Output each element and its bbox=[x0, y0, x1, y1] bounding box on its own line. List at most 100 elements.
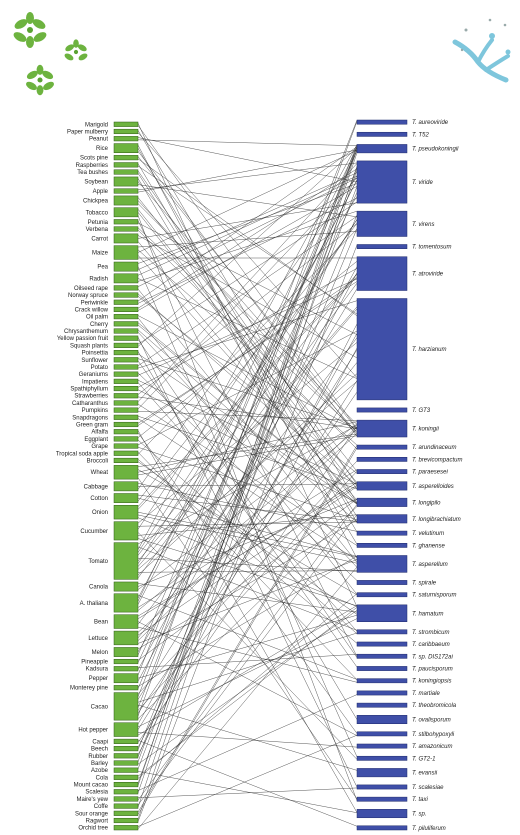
connection-line bbox=[137, 216, 358, 367]
fungus-bar bbox=[356, 592, 408, 598]
connection-line bbox=[137, 315, 358, 430]
fungus-bar bbox=[356, 131, 408, 137]
fungus-bar bbox=[356, 653, 408, 659]
fungus-bar bbox=[356, 514, 408, 524]
fungus-label: T. velutinum bbox=[412, 531, 444, 537]
plant-bar bbox=[113, 436, 139, 442]
plant-label: Cabbage bbox=[84, 484, 109, 490]
plant-label: Cacao bbox=[91, 704, 109, 710]
plant-label: Tropical soda apple bbox=[56, 451, 109, 457]
plant-bar bbox=[113, 493, 139, 503]
connection-line bbox=[137, 632, 358, 703]
plant-label: Bean bbox=[94, 620, 108, 626]
plant-bar bbox=[113, 261, 139, 272]
connection-line bbox=[137, 337, 358, 625]
connection-line bbox=[137, 415, 358, 490]
fungus-bar bbox=[356, 755, 408, 761]
connection-line bbox=[137, 167, 358, 762]
connection-line bbox=[137, 557, 358, 572]
connection-line bbox=[137, 181, 358, 434]
plant-label: Oil palm bbox=[86, 315, 108, 321]
plant-bar bbox=[113, 321, 139, 327]
fungus-bar bbox=[356, 419, 408, 438]
plant-label: Crack willow bbox=[75, 307, 109, 313]
plant-label: Yellow passion fruit bbox=[57, 336, 108, 342]
connection-line bbox=[137, 276, 358, 510]
plant-label: Rubber bbox=[88, 754, 108, 760]
plant-bar bbox=[113, 128, 139, 135]
connection-line bbox=[137, 435, 358, 476]
connection-line bbox=[137, 261, 358, 438]
connection-line bbox=[137, 144, 358, 550]
connection-line bbox=[137, 278, 358, 379]
connection-line bbox=[137, 152, 358, 808]
plant-bar bbox=[113, 753, 139, 759]
fungus-bar bbox=[356, 580, 408, 585]
connection-line bbox=[137, 506, 358, 719]
fungus-label: T. piluliferum bbox=[412, 826, 446, 832]
plant-bar bbox=[113, 378, 139, 384]
plant-bar bbox=[113, 692, 139, 721]
fungus-label: T. asperelloides bbox=[412, 484, 454, 490]
plant-label: Mount cacao bbox=[74, 783, 109, 789]
connection-line bbox=[137, 300, 358, 369]
connection-line bbox=[137, 150, 358, 253]
connection-line bbox=[137, 308, 358, 567]
fungus-label: T. longipilo bbox=[412, 500, 441, 506]
plant-label: Spathiphyllum bbox=[70, 387, 108, 393]
plant-bar bbox=[113, 176, 139, 187]
plant-bar bbox=[113, 162, 139, 168]
plant-label: Tobacco bbox=[86, 210, 109, 216]
fungus-label: T. sp. bbox=[412, 812, 426, 818]
plant-bar bbox=[113, 273, 139, 284]
plant-bar bbox=[113, 825, 139, 831]
plant-bar bbox=[113, 207, 139, 218]
plant-label: Marigold bbox=[85, 122, 108, 128]
fungus-label: T. amazonicum bbox=[412, 744, 452, 750]
fungus-label: T. asperellum bbox=[412, 562, 448, 568]
connection-line bbox=[137, 219, 358, 553]
connection-line bbox=[137, 177, 358, 287]
plant-label: Periwinkle bbox=[81, 300, 109, 306]
plant-label: Pea bbox=[97, 265, 108, 271]
connection-line bbox=[137, 323, 358, 748]
fungus-label: T. taxi bbox=[412, 797, 428, 803]
fungus-bar bbox=[356, 298, 408, 401]
connection-line bbox=[137, 281, 358, 424]
connection-line bbox=[137, 156, 358, 430]
fungus-bar bbox=[356, 469, 408, 474]
plant-label: Monterey pine bbox=[70, 686, 109, 692]
plant-bar bbox=[113, 746, 139, 752]
plant-bar bbox=[113, 673, 139, 684]
plant-bar bbox=[113, 400, 139, 406]
connection-line bbox=[137, 146, 358, 302]
connection-line bbox=[137, 339, 358, 658]
fungus-label: T. ovalisporum bbox=[412, 718, 451, 724]
connection-line bbox=[137, 470, 358, 711]
fungus-bar bbox=[356, 119, 408, 125]
connection-line bbox=[137, 787, 358, 799]
fungus-bar bbox=[356, 715, 408, 725]
connection-line bbox=[137, 235, 358, 359]
connection-line bbox=[137, 740, 358, 827]
connection-line bbox=[137, 511, 358, 558]
fungus-bar bbox=[356, 604, 408, 622]
connection-line bbox=[137, 583, 358, 613]
connection-line bbox=[137, 196, 358, 530]
connection-line bbox=[137, 593, 358, 779]
plant-label: Impatiens bbox=[82, 379, 108, 385]
plant-bar bbox=[113, 121, 139, 127]
connection-line bbox=[137, 296, 358, 474]
connection-line bbox=[137, 175, 358, 490]
plant-bar bbox=[113, 666, 139, 672]
plant-bar bbox=[113, 371, 139, 377]
plant-label: Norway spruce bbox=[68, 293, 109, 299]
connection-line bbox=[137, 477, 358, 800]
fungus-label: T. paraesesei bbox=[412, 470, 448, 476]
plant-label: Squash plants bbox=[70, 343, 108, 349]
connection-line bbox=[137, 497, 358, 557]
connection-line bbox=[137, 439, 358, 634]
connection-line bbox=[137, 342, 358, 524]
connection-line bbox=[137, 172, 358, 270]
connection-line bbox=[137, 618, 358, 728]
